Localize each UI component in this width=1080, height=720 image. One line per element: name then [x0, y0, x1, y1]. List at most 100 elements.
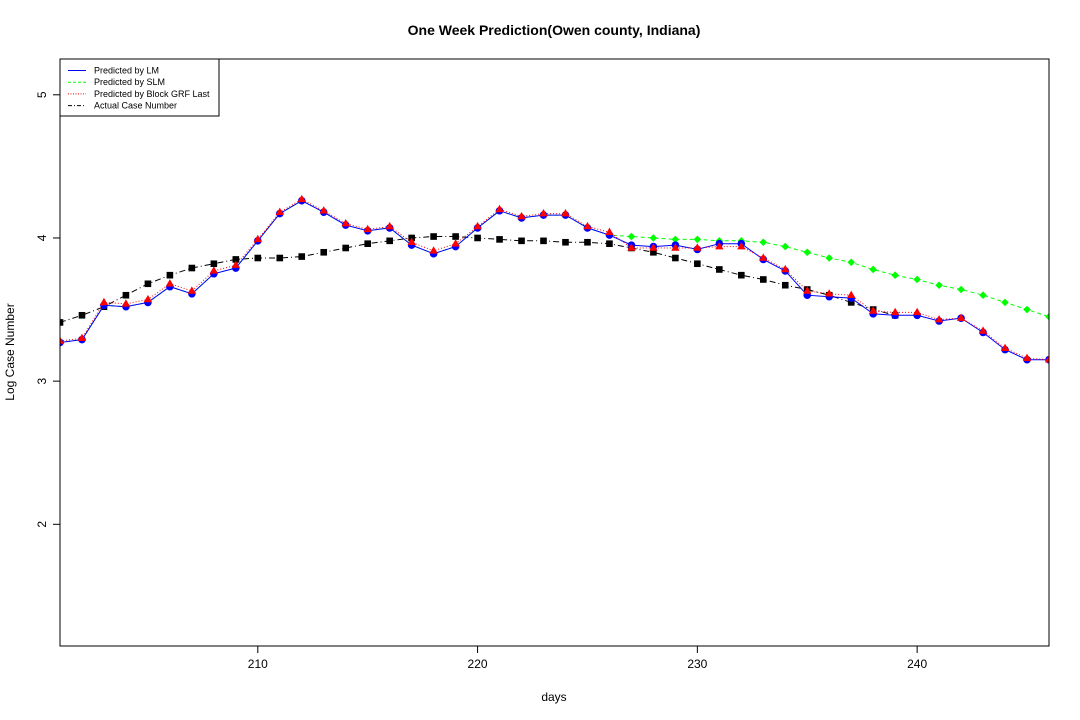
data-point: [891, 307, 900, 316]
data-point: [891, 271, 899, 279]
data-point: [627, 232, 636, 241]
data-point: [979, 291, 987, 300]
data-point: [627, 243, 636, 251]
data-point: [781, 281, 789, 289]
data-point: [407, 237, 416, 246]
data-point: [165, 279, 175, 287]
data-point: [78, 311, 86, 319]
data-point: [232, 256, 240, 263]
x-tick-label: 240: [907, 657, 927, 671]
data-point: [759, 276, 767, 283]
data-point: [957, 285, 965, 294]
data-point: [738, 271, 745, 279]
x-tick-label: 220: [468, 657, 488, 671]
data-point: [188, 264, 196, 272]
data-point: [1044, 355, 1049, 363]
data-point: [386, 237, 393, 245]
data-point: [495, 204, 504, 213]
data-point: [1045, 312, 1049, 321]
data-point: [803, 286, 812, 294]
data-point: [1023, 305, 1031, 314]
data-point: [1000, 343, 1010, 351]
data-point: [825, 289, 834, 297]
data-point: [847, 290, 856, 298]
data-point: [956, 313, 966, 321]
plot-frame: [59, 58, 1050, 647]
data-point: [606, 240, 613, 247]
data-point: [77, 333, 87, 341]
data-point: [1001, 298, 1009, 307]
chart-title: One Week Prediction(Owen county, Indiana…: [408, 22, 701, 38]
data-point: [847, 258, 855, 267]
data-point: [781, 242, 790, 251]
data-point: [517, 211, 526, 220]
x-tick-label: 230: [687, 657, 707, 671]
data-point: [562, 238, 569, 246]
data-point: [803, 248, 812, 257]
data-point: [978, 326, 988, 334]
data-point: [99, 297, 109, 306]
data-point: [121, 299, 131, 307]
data-point: [583, 221, 592, 230]
data-point: [452, 233, 459, 240]
data-point: [650, 248, 657, 256]
y-tick-label: 5: [35, 91, 49, 98]
data-point: [342, 244, 350, 252]
legend-box: [59, 58, 220, 117]
data-point: [935, 281, 943, 290]
data-point: [672, 254, 679, 262]
data-point: [254, 254, 262, 262]
data-point: [363, 224, 372, 233]
data-point: [539, 209, 548, 217]
y-tick-label: 3: [35, 377, 49, 384]
data-point: [276, 254, 284, 262]
data-point: [122, 291, 130, 299]
data-point: [341, 219, 350, 227]
data-point: [693, 235, 702, 244]
series-line: [60, 236, 896, 323]
data-point: [649, 234, 658, 242]
data-point: [693, 243, 702, 251]
data-point: [385, 221, 394, 230]
series-line: [60, 200, 1049, 343]
data-point: [60, 336, 65, 344]
data-point: [847, 299, 855, 306]
y-tick-label: 2: [35, 521, 49, 528]
data-point: [912, 307, 922, 316]
data-point: [759, 253, 768, 261]
data-point: [540, 237, 547, 245]
data-point: [913, 275, 921, 284]
data-point: [209, 266, 218, 274]
legend-label: Predicted by Block GRF Last: [94, 89, 210, 99]
data-point: [298, 253, 306, 260]
data-point: [451, 239, 460, 247]
data-point: [671, 235, 680, 244]
y-tick-label: 4: [35, 234, 49, 241]
legend-label: Actual Case Number: [94, 101, 177, 111]
series-1: [60, 196, 1049, 347]
data-point: [781, 264, 790, 273]
data-point: [825, 254, 834, 262]
data-point: [934, 314, 944, 323]
data-point: [518, 237, 525, 245]
data-point: [496, 236, 503, 243]
series-line: [60, 200, 1049, 361]
data-point: [319, 206, 328, 214]
axes-layer: 210 220 230 240 2 3 4 5: [35, 58, 1050, 671]
data-point: [584, 238, 591, 246]
data-point: [144, 280, 152, 288]
data-point: [649, 243, 658, 251]
data-point: [715, 241, 724, 250]
legend-label: Predicted by LM: [94, 66, 159, 76]
data-point: [297, 194, 306, 203]
data-point: [210, 260, 218, 268]
legend-label: Predicted by SLM: [94, 77, 165, 87]
series-layer: [60, 194, 1049, 364]
data-point: [869, 306, 878, 314]
series-line: [60, 198, 1049, 361]
data-point: [759, 238, 768, 247]
series-3: [60, 233, 899, 326]
data-point: [737, 241, 746, 250]
